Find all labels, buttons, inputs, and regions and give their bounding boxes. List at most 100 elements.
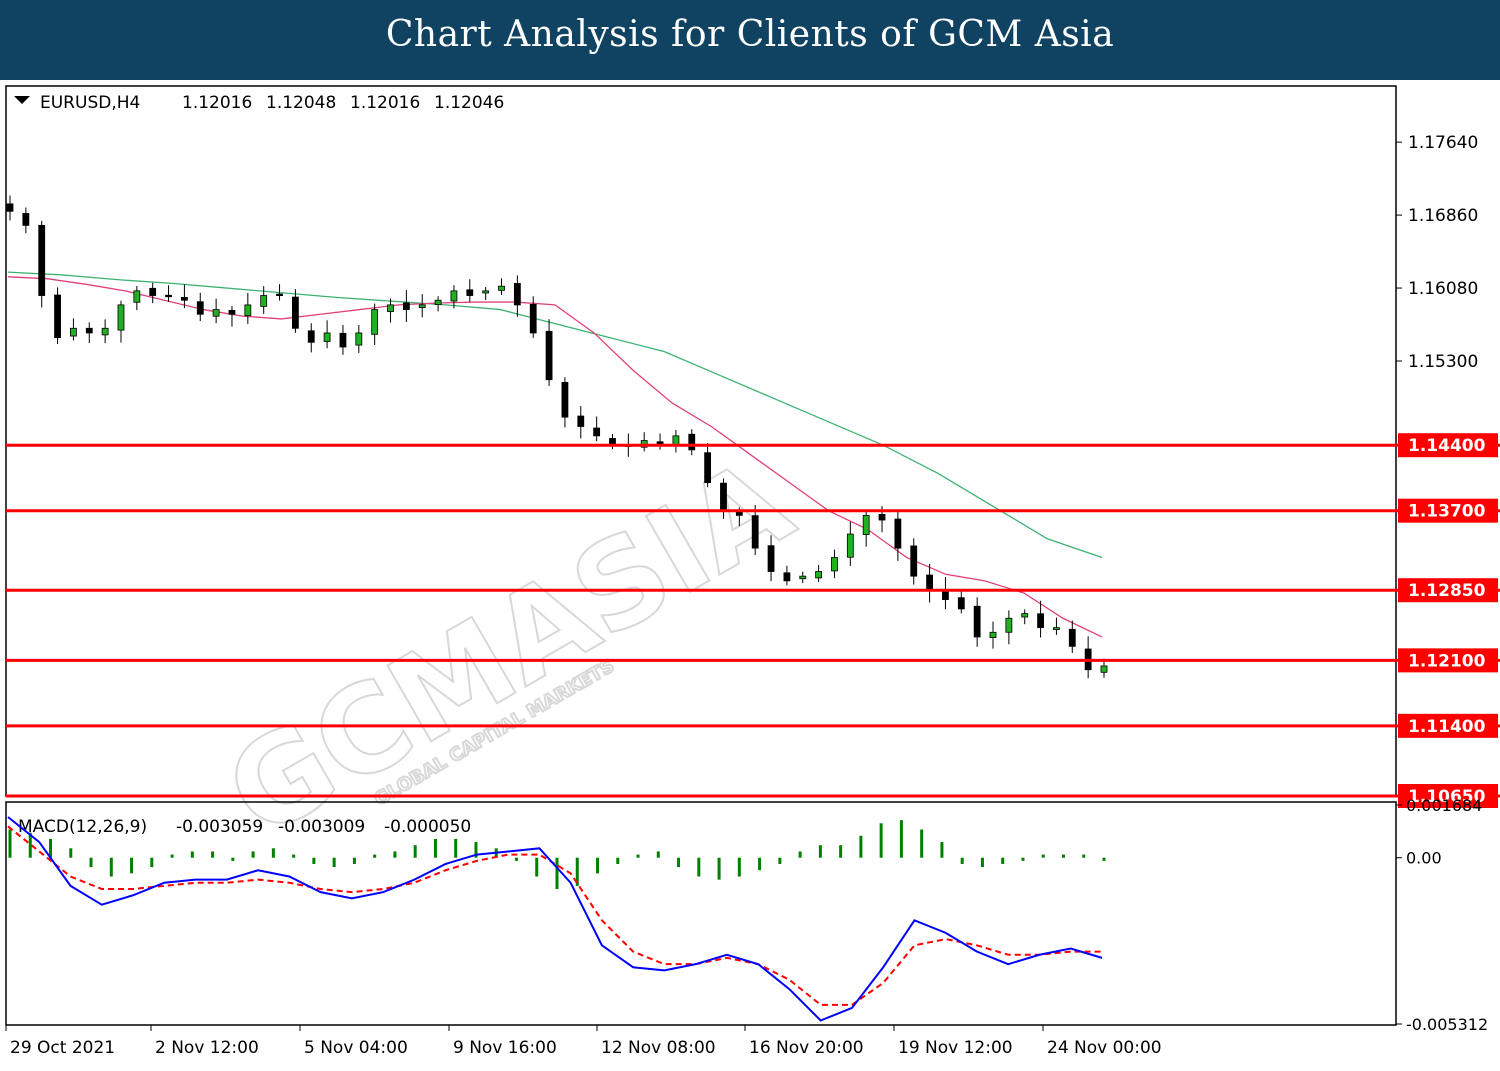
time-tick-label: 2 Nov 12:00 bbox=[155, 1038, 259, 1058]
candle bbox=[355, 324, 363, 353]
level-label: 1.13700 bbox=[1408, 502, 1486, 522]
price-tick-label: 1.15300 bbox=[1408, 352, 1478, 372]
candle bbox=[1005, 610, 1013, 645]
chart-canvas: GCMASIA GLOBAL CAPITAL MARKETS EURUSD,H4… bbox=[5, 85, 1500, 1058]
macd-signal-value: -0.003009 bbox=[278, 817, 365, 837]
macd-histogram-bar bbox=[474, 842, 478, 858]
macd-histogram-bar bbox=[271, 848, 275, 858]
price-axis: 1.17640 1.16860 1.16080 1.15300 bbox=[1396, 133, 1478, 372]
candle bbox=[799, 571, 807, 584]
macd-histogram-bar bbox=[899, 820, 903, 858]
level-label: 1.11400 bbox=[1408, 717, 1486, 737]
candle bbox=[339, 324, 347, 355]
level-badge bbox=[1398, 498, 1498, 523]
support-resistance-levels: 1.14400 1.13700 1.12850 1.12100 1.11400 1.106… bbox=[6, 433, 1500, 808]
candle bbox=[22, 207, 30, 234]
ma-fast-line bbox=[7, 276, 1103, 638]
time-tick-label: 5 Nov 04:00 bbox=[304, 1038, 408, 1058]
time-tick-label: 16 Nov 20:00 bbox=[749, 1038, 864, 1058]
time-tick-label: 12 Nov 08:00 bbox=[601, 1038, 716, 1058]
price-tick-label: 1.17640 bbox=[1408, 133, 1478, 153]
macd-histogram-bar bbox=[596, 857, 600, 874]
collapse-triangle-icon[interactable] bbox=[14, 96, 30, 104]
moving-averages bbox=[7, 271, 1103, 638]
macd-histogram-bar bbox=[231, 857, 235, 861]
candle bbox=[513, 275, 521, 317]
candle bbox=[387, 298, 394, 323]
macd-histogram-bar bbox=[373, 854, 377, 858]
macd-value: -0.003059 bbox=[176, 817, 263, 837]
macd-histogram-bar bbox=[677, 857, 681, 868]
candle bbox=[688, 429, 696, 456]
macd-histogram-bar bbox=[575, 857, 579, 886]
candle bbox=[1053, 617, 1060, 635]
title-banner: Chart Analysis for Clients of GCM Asia bbox=[0, 0, 1500, 80]
candle bbox=[85, 322, 93, 343]
candle bbox=[640, 432, 648, 452]
macd-histogram-bar bbox=[332, 857, 336, 868]
macd-histogram-bar bbox=[352, 857, 356, 864]
candle bbox=[244, 292, 252, 324]
ohlc-open: 1.12016 bbox=[182, 93, 252, 113]
macd-histogram-bar bbox=[1021, 857, 1025, 861]
macd-signal-line bbox=[7, 825, 1102, 1006]
candle bbox=[783, 565, 791, 586]
candle bbox=[196, 292, 204, 322]
macd-histogram-bar bbox=[69, 848, 73, 858]
macd-histogram-bar bbox=[879, 823, 883, 858]
macd-histogram-bar bbox=[656, 851, 660, 858]
candle bbox=[418, 294, 426, 318]
level-badge bbox=[1398, 648, 1498, 673]
candle bbox=[609, 433, 616, 450]
macd-histogram-bar bbox=[433, 838, 437, 858]
candle bbox=[165, 285, 172, 302]
candle bbox=[593, 416, 601, 442]
time-tick-label: 19 Nov 12:00 bbox=[898, 1038, 1013, 1058]
candle bbox=[561, 377, 569, 428]
candle bbox=[831, 549, 838, 579]
macd-histogram-bar bbox=[393, 851, 397, 858]
macd-main-line bbox=[7, 816, 1103, 1022]
candle bbox=[672, 429, 680, 453]
macd-histogram-bar bbox=[413, 845, 417, 858]
candle bbox=[910, 538, 918, 585]
level-badge bbox=[1398, 433, 1498, 458]
candle bbox=[846, 521, 854, 566]
price-pane bbox=[5, 85, 1397, 797]
candle bbox=[1084, 636, 1092, 679]
symbol-header: EURUSD,H4 bbox=[40, 93, 140, 113]
macd-histogram-bar bbox=[980, 857, 984, 868]
macd-histogram-bar bbox=[251, 851, 255, 858]
macd-histogram-bar bbox=[535, 857, 539, 877]
macd-histogram-bar bbox=[717, 857, 721, 880]
candles bbox=[6, 195, 1108, 679]
macd-histogram-bar bbox=[859, 835, 863, 858]
candle bbox=[926, 563, 933, 603]
candle bbox=[450, 285, 458, 309]
macd-histogram-bar bbox=[514, 857, 518, 861]
macd-histogram-bar bbox=[1041, 854, 1045, 858]
macd-histogram-bar bbox=[960, 857, 964, 864]
candle bbox=[101, 319, 109, 344]
macd-histogram-bar bbox=[778, 857, 782, 864]
macd-pane bbox=[5, 801, 1397, 1026]
candle bbox=[656, 433, 664, 450]
time-tick-label: 24 Nov 00:00 bbox=[1047, 1038, 1162, 1058]
macd-histogram-bar bbox=[170, 854, 174, 858]
candle bbox=[276, 284, 283, 301]
candle bbox=[577, 406, 585, 439]
macd-tick-label: 0.00 bbox=[1406, 849, 1442, 868]
macd-histogram-bar bbox=[109, 857, 113, 877]
level-label: 1.14400 bbox=[1408, 436, 1486, 456]
macd-histogram-bar bbox=[190, 851, 194, 858]
macd-histogram-value: -0.000050 bbox=[384, 817, 471, 837]
macd-histogram-bar bbox=[758, 857, 762, 871]
level-badge bbox=[1398, 713, 1498, 738]
price-tick-label: 1.16080 bbox=[1408, 279, 1478, 299]
candle bbox=[402, 290, 410, 322]
candle bbox=[149, 282, 157, 304]
macd-histogram-bar bbox=[818, 845, 822, 858]
candle bbox=[466, 279, 474, 302]
ohlc-high: 1.12048 bbox=[266, 93, 336, 113]
candle bbox=[307, 323, 315, 353]
